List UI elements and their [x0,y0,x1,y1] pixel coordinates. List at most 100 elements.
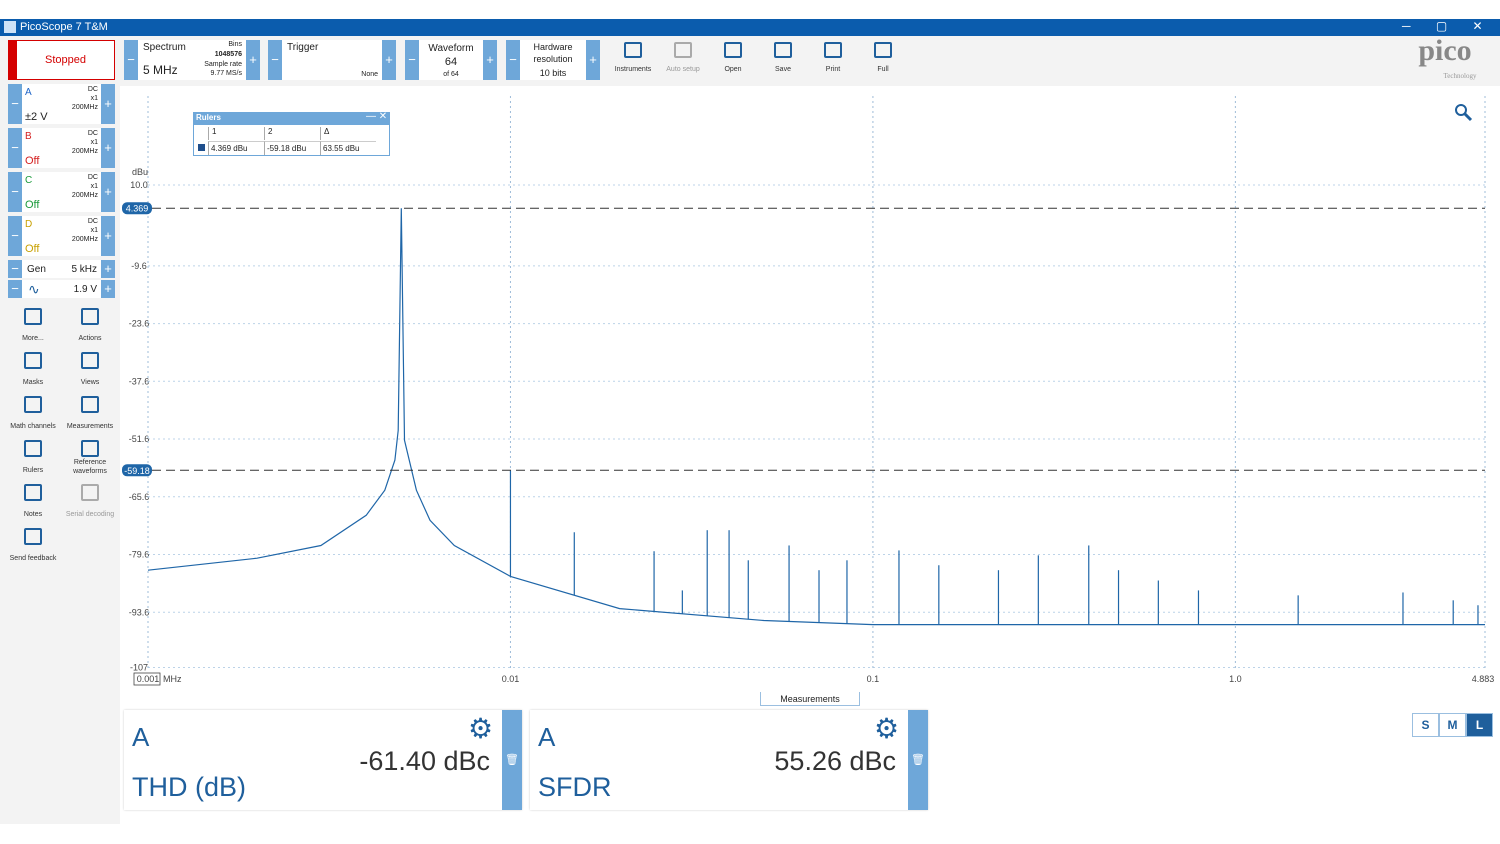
channel-box[interactable] [22,216,101,256]
tool-label[interactable]: Views [80,379,100,386]
tool-label[interactable]: Serial decoding [65,511,115,518]
tool-icon[interactable] [24,528,42,545]
rulers-header: Δ [320,127,376,140]
measurement-name: THD (dB) [132,772,246,802]
measurement-card[interactable] [530,710,928,810]
plus-button[interactable]: + [586,40,600,80]
toolbar-icon[interactable] [674,42,692,58]
plus-button[interactable]: + [101,128,115,168]
ruler-tag-label: -59.18 [124,466,150,476]
tool-icon[interactable] [81,396,99,413]
channel-coupling: DC [87,174,98,181]
minus-button[interactable]: − [8,280,22,298]
view-size-button[interactable]: L [1466,713,1493,737]
trigger-value: None [361,71,378,78]
resolution-box[interactable] [520,40,586,80]
toolbar-icon[interactable] [724,42,742,58]
tool-icon[interactable] [24,352,42,369]
toolbar-icon[interactable] [874,42,892,58]
toolbar-icon[interactable] [824,42,842,58]
rate-value: 9.77 MS/s [210,70,242,77]
plus-button[interactable]: + [101,216,115,256]
mode-box[interactable] [138,40,246,80]
y-tick-label: -107 [130,663,148,673]
waveform-box[interactable] [419,40,483,80]
run-button-strip[interactable] [8,40,16,80]
channel-box[interactable] [22,128,101,168]
tool-icon[interactable] [81,484,99,501]
tool-icon[interactable] [81,352,99,369]
minus-button[interactable]: − [8,84,22,124]
plus-button[interactable]: + [382,40,396,80]
toolbar-icon[interactable] [774,42,792,58]
plus-button[interactable]: + [483,40,497,80]
minus-button[interactable]: − [506,40,520,80]
toolbar-button-label[interactable]: Auto setup [666,66,700,73]
gen-box[interactable] [22,260,101,278]
tool-label[interactable]: Measurements [66,423,114,430]
toolbar-icon[interactable] [624,42,642,58]
plus-button[interactable]: + [246,40,260,80]
tool-label[interactable]: Rulers [22,467,44,474]
measurement-settings[interactable]: ⚙ [468,713,494,744]
toolbar-button-label[interactable]: Save [775,66,791,73]
channel-range: Off [25,155,40,167]
channel-name: C [25,175,33,186]
plus-button[interactable]: + [101,172,115,212]
toolbar-button-label[interactable]: Full [877,66,889,73]
trigger-box[interactable] [282,40,382,80]
minus-button[interactable]: − [405,40,419,80]
channel-box[interactable] [22,172,101,212]
minus-button[interactable]: − [124,40,138,80]
tool-label[interactable]: Math channels [10,423,56,430]
view-size-button[interactable]: M [1439,713,1466,737]
tool-label[interactable]: More... [22,335,44,342]
tool-label[interactable]: Notes [23,511,43,518]
x-tick-label: 1.0 [1229,674,1242,684]
ruler-tag [122,202,152,215]
gen-box[interactable] [22,280,101,298]
measurement-card[interactable] [124,710,522,810]
plus-button[interactable]: + [101,84,115,124]
measurement-strip[interactable]: 🗑 [502,710,522,810]
measurements-tab[interactable]: Measurements [760,692,860,706]
measurement-settings[interactable]: ⚙ [874,713,900,744]
measurement-strip[interactable]: 🗑 [908,710,928,810]
minus-button[interactable]: − [8,172,22,212]
y-tick-label: -37.6 [129,376,150,386]
channel-range: Off [25,243,40,255]
tool-label[interactable]: Send feedback [9,555,57,562]
channel-range: ±2 V [25,111,48,123]
tool-label[interactable]: Actions [78,335,102,342]
toolbar-button-label[interactable]: Instruments [614,66,652,73]
minus-button[interactable]: − [8,260,22,278]
tool-icon[interactable] [24,484,42,501]
tool-icon[interactable] [81,440,99,457]
tool-label[interactable]: Masks [22,379,44,386]
toolbar-button-label[interactable]: Open [724,66,742,73]
channel-name: D [25,219,33,230]
minus-button[interactable]: − [268,40,282,80]
channel-box[interactable] [22,84,101,124]
plus-button[interactable]: + [101,280,115,298]
window-controls[interactable]: ─ ▢ ✕ [1402,19,1483,33]
view-size-button[interactable]: S [1412,713,1439,737]
tool-icon[interactable] [24,308,42,325]
toolbar-button-label[interactable]: Print [825,66,841,73]
bins-label: Bins [228,41,242,48]
tool-icon[interactable] [24,396,42,413]
tool-label[interactable]: Reference waveforms [73,459,107,475]
tool-icon[interactable] [24,440,42,457]
window-title: PicoScope 7 T&M [20,21,108,33]
channel-probe: x1 [90,139,98,146]
tool-icon[interactable] [81,308,99,325]
plus-button[interactable]: + [101,260,115,278]
run-button[interactable]: Stopped [16,40,115,80]
spectrum-trace [147,208,1485,626]
minus-button[interactable]: − [8,128,22,168]
rulers-panel-header [193,112,390,125]
rulers-panel-close[interactable]: — ✕ [366,111,388,122]
waveform-of: of 64 [443,71,459,78]
minus-button[interactable]: − [8,216,22,256]
ruler-tag [122,464,152,477]
